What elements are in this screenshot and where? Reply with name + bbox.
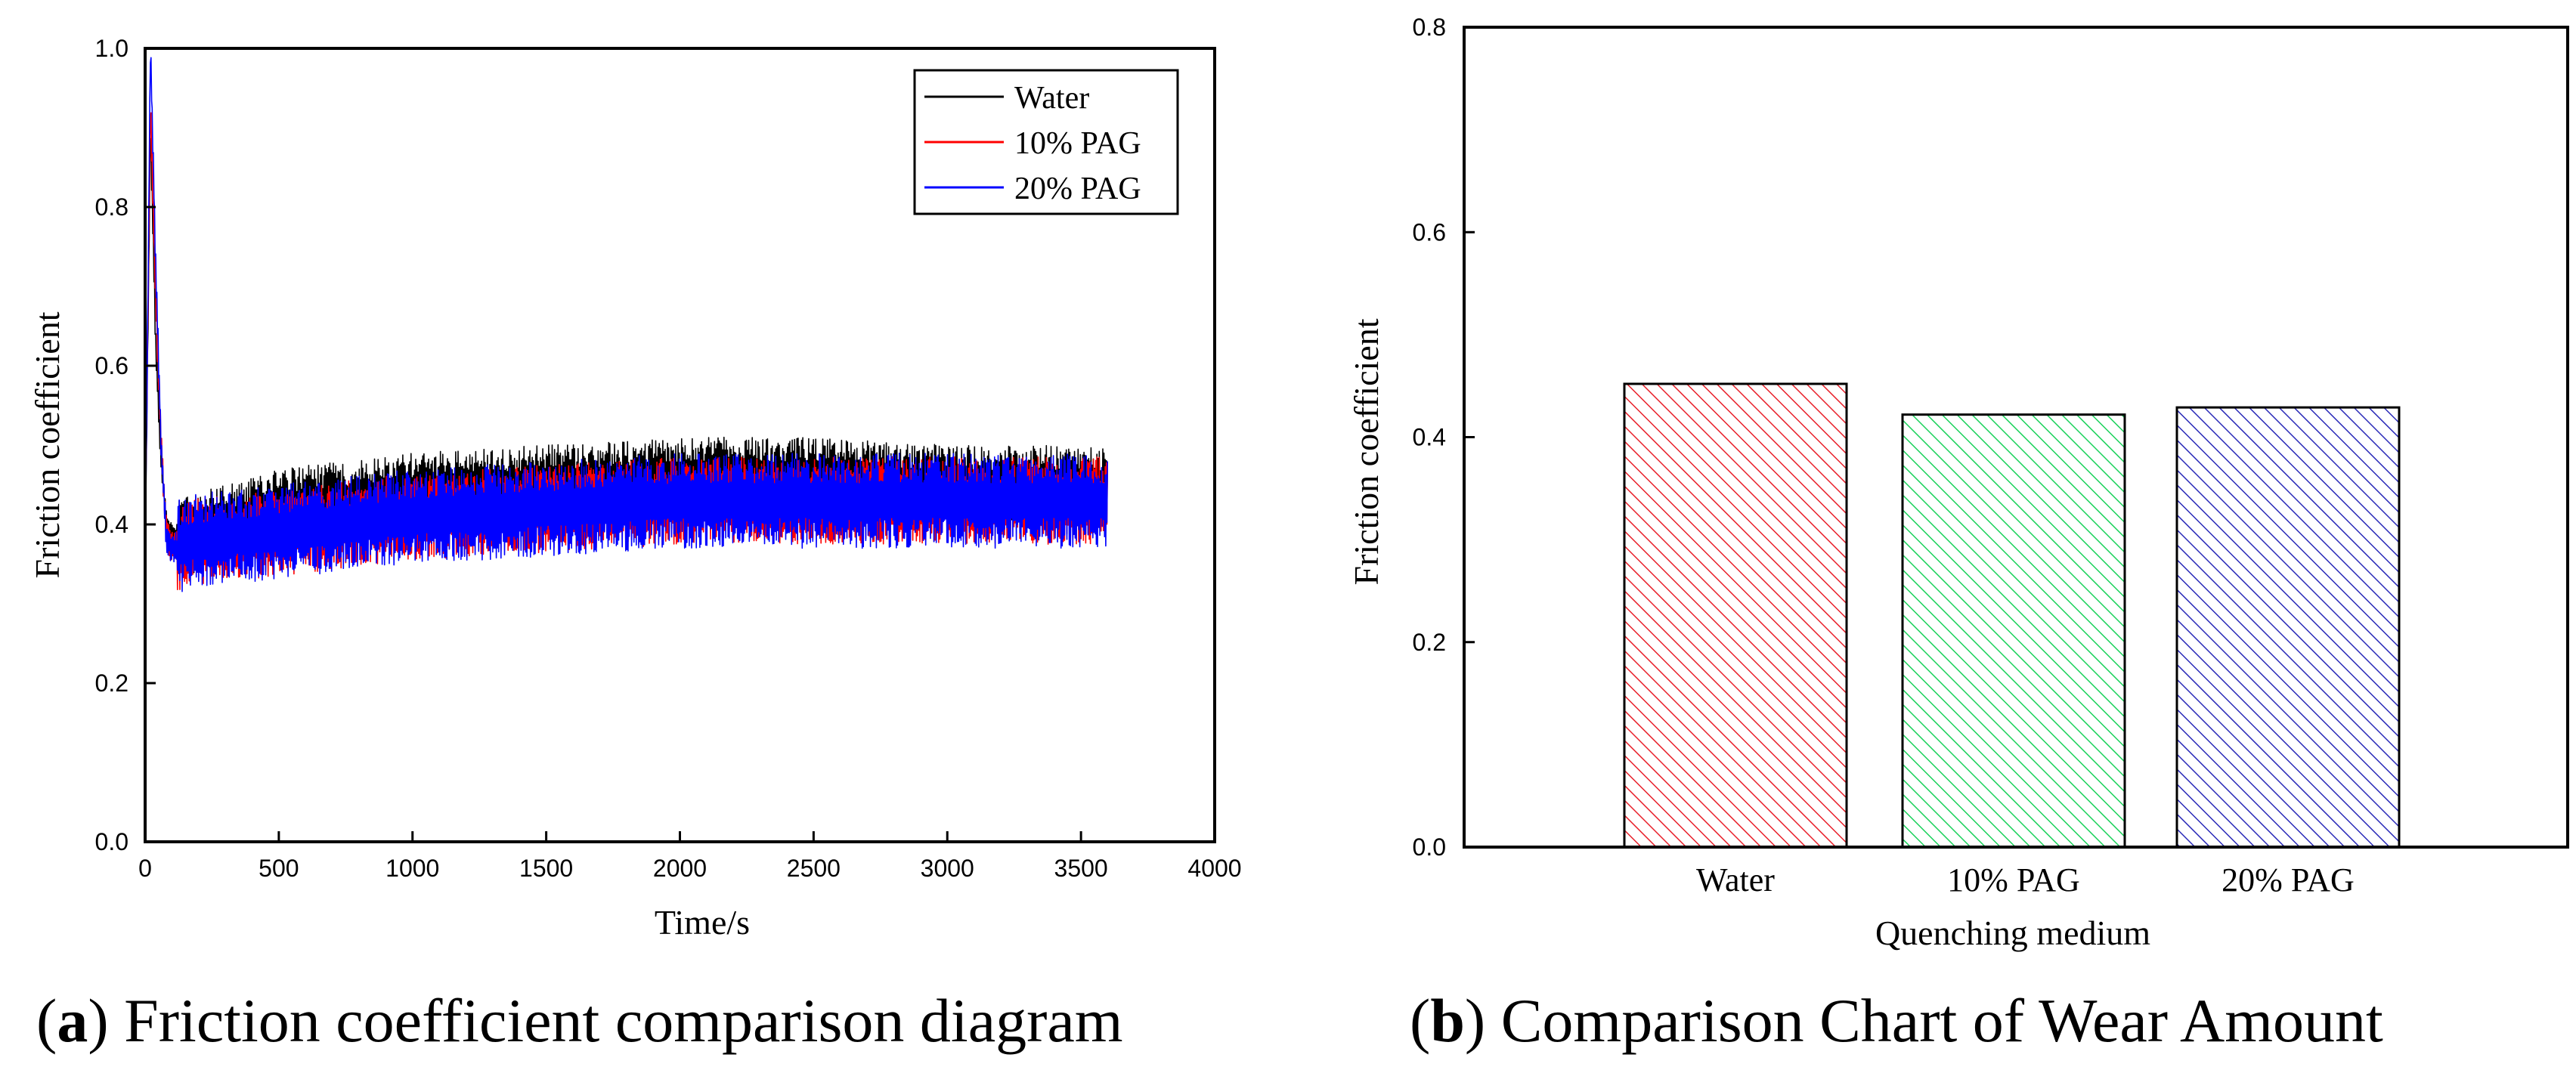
bar-chart-y-axis-label: Friction coefficient (1347, 318, 1386, 585)
legend-label-water: Water (1014, 81, 1089, 116)
bar-chart-plot-frame (1463, 26, 2569, 849)
bar-chart-x-axis: Water 10% PAG 20% PAG (1696, 861, 2355, 898)
caption-b-label: b (1430, 986, 1465, 1055)
caption-b: (b) Comparison Chart of Wear Amount (1410, 986, 2383, 1055)
y-tick-label: 0.8 (1413, 14, 1446, 41)
y-tick-label: 0.0 (95, 828, 128, 855)
x-category-label: Water (1696, 861, 1775, 898)
line-chart: 0.0 0.2 0.4 0.6 0.8 1.0 0 500 1000 1500 2000 2500 3… (28, 35, 1242, 1055)
bar-20-pag (2176, 407, 2400, 848)
bar-chart-y-axis: 0.0 0.2 0.4 0.6 0.8 (1413, 14, 1475, 861)
y-tick-label: 0.2 (1413, 629, 1446, 656)
y-tick-label: 0.4 (95, 511, 128, 538)
line-chart-x-axis: 0 500 1000 1500 2000 2500 3000 3500 4000 (138, 831, 1242, 882)
x-tick-label: 2500 (787, 855, 841, 882)
y-tick-label: 0.8 (95, 193, 128, 221)
caption-a-label: a (57, 986, 88, 1055)
legend-label-20pag: 20% PAG (1014, 172, 1141, 206)
bar-10-pag (1902, 413, 2126, 848)
line-series-20-pag (144, 57, 1108, 592)
x-category-label: 10% PAG (1947, 861, 2080, 898)
y-tick-label: 0.0 (1413, 833, 1446, 861)
bar-chart-x-axis-label: Quenching medium (1875, 914, 2150, 952)
x-tick-label: 1500 (519, 855, 573, 882)
caption-b-text: Comparison Chart of Wear Amount (1501, 986, 2383, 1055)
line-chart-y-axis-label: Friction coefficient (28, 311, 67, 578)
y-tick-label: 0.6 (95, 352, 128, 379)
caption-a-text: Friction coefficient comparison diagram (124, 986, 1122, 1055)
y-tick-label: 0.4 (1413, 424, 1446, 451)
caption-a: (a) Friction coefficient comparison diag… (36, 986, 1123, 1055)
line-chart-y-axis: 0.0 0.2 0.4 0.6 0.8 1.0 (95, 35, 156, 855)
bar-series-group (1623, 382, 2401, 849)
x-tick-label: 1000 (385, 855, 439, 882)
x-tick-label: 4000 (1187, 855, 1241, 882)
legend-label-10pag: 10% PAG (1014, 126, 1141, 161)
y-tick-label: 1.0 (95, 35, 128, 62)
bar-chart: 0.0 0.2 0.4 0.6 0.8 Water 10% PAG 20% PAG Quen… (1347, 14, 2569, 1055)
x-tick-label: 500 (259, 855, 299, 882)
x-tick-label: 0 (138, 855, 152, 882)
line-chart-x-axis-label: Time/s (655, 903, 750, 942)
x-tick-label: 2000 (653, 855, 707, 882)
y-tick-label: 0.6 (1413, 218, 1446, 246)
x-tick-label: 3500 (1054, 855, 1108, 882)
line-series-group (144, 57, 1108, 592)
line-chart-legend: Water 10% PAG 20% PAG (913, 69, 1179, 215)
x-category-label: 20% PAG (2221, 861, 2355, 898)
y-tick-label: 0.2 (95, 670, 128, 697)
x-tick-label: 3000 (921, 855, 974, 882)
bar-water (1624, 382, 1847, 849)
